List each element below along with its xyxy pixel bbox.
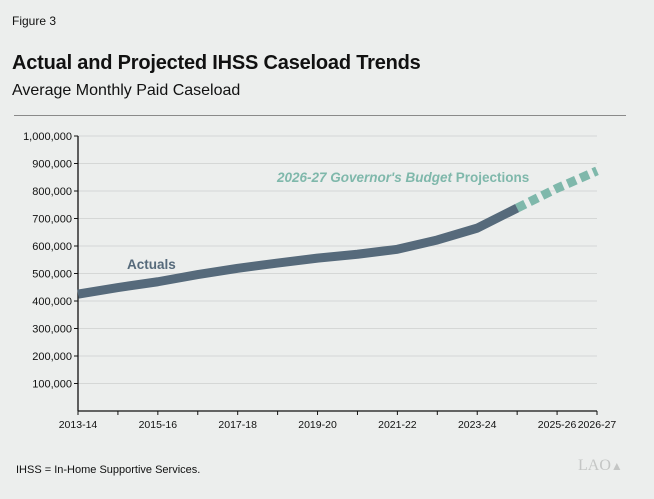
- x-tick-label: 2017-18: [218, 419, 257, 431]
- actuals-annotation: Actuals: [127, 257, 176, 272]
- y-tick-label: 700,000: [32, 214, 72, 226]
- x-axis-ticks: 2013-14 2015-16 2017-18 2019-20 2021-22 2023-…: [59, 410, 617, 431]
- lao-logo-text: LAO: [578, 457, 611, 474]
- x-tick-label: 2026-27: [578, 419, 617, 431]
- x-tick-label: 2023-24: [458, 419, 497, 431]
- y-tick-label: 1,000,000: [23, 131, 72, 143]
- projections-annotation-italic: 2026-27 Governor's Budget: [276, 170, 453, 185]
- x-tick-label: 2013-14: [59, 419, 98, 431]
- y-tick-label: 500,000: [32, 269, 72, 281]
- projections-annotation: 2026-27 Governor's Budget Projections: [276, 170, 529, 185]
- y-tick-label: 400,000: [32, 296, 72, 308]
- x-tick-label: 2021-22: [378, 419, 417, 431]
- title-divider: [14, 115, 626, 116]
- y-tick-label: 100,000: [32, 379, 72, 391]
- y-tick-label: 300,000: [32, 324, 72, 336]
- y-tick-label: 600,000: [32, 241, 72, 253]
- chart-title: Actual and Projected IHSS Caseload Trend…: [12, 52, 421, 74]
- x-tick-label: 2015-16: [139, 419, 178, 431]
- x-tick-label: 2025-26: [538, 419, 577, 431]
- capitol-icon: ▲: [610, 459, 623, 473]
- chart-subtitle: Average Monthly Paid Caseload: [12, 82, 241, 99]
- y-tick-label: 900,000: [32, 159, 72, 171]
- lao-logo: LAO▲: [578, 457, 623, 475]
- actuals-line: [77, 204, 520, 299]
- x-tick-label: 2019-20: [298, 419, 337, 431]
- figure-label: Figure 3: [12, 14, 57, 28]
- projections-line: [515, 166, 599, 213]
- series-lines: [77, 166, 599, 299]
- footnote: IHSS = In-Home Supportive Services.: [16, 464, 201, 476]
- y-tick-label: 200,000: [32, 351, 72, 363]
- gridlines: [78, 135, 597, 384]
- y-tick-label: 800,000: [32, 186, 72, 198]
- y-axis-ticks: 100,000 200,000 300,000 400,000 500,000 600,0…: [23, 131, 79, 411]
- projections-annotation-rest: Projections: [452, 170, 529, 185]
